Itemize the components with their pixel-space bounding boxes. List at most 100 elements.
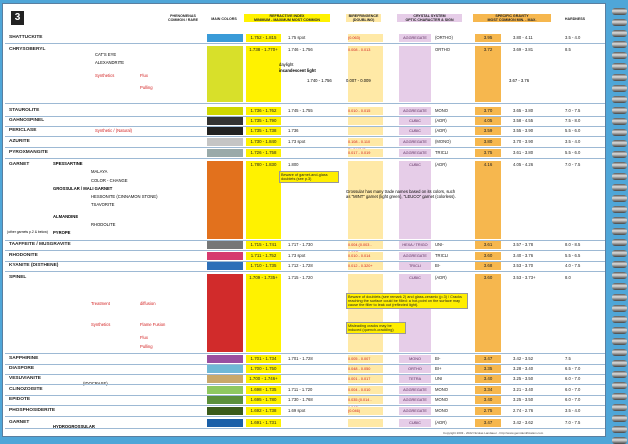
color-swatch [207,365,243,373]
crystal-system: CUBIC [399,274,431,352]
refractive-index: 1.709 - 1.735+ [246,274,281,352]
specific-gravity-range: 3.61 - 3.80 [513,150,534,155]
binding-ring [612,404,627,411]
header-specific-gravity: SPECIFIC GRAVITY MOST COMMON MIN. - MAX. [473,14,551,23]
optic-character: TRICLI [435,150,449,155]
optic-character: (ADR) [435,128,447,133]
color-swatch [207,149,243,157]
gem-row: PYROXMANGITE 1.726 - 1.758 0.017 - 0.019 AG… [5,149,605,157]
binding-ring [612,19,627,26]
gem-row: EPIDOTE 1.695 - 1.780 1.730 - 1.768 0.035 (… [5,396,605,410]
birefringence: 0.035 (0.014 - 0.040) [348,396,383,410]
gem-row: PHOSPHOSIDERITE 1.692 - 1.738 1.69 spot (0.… [5,407,605,415]
specific-gravity-range: 3.69 - 3.81 [513,47,534,52]
binding-ring [612,118,627,125]
gem-row: DIASPORE 1.700 - 1.750 0.048 - 0.050 ORTHO B… [5,365,605,373]
gem-name: DIASPORE [9,366,35,371]
row-divider [5,416,605,417]
crystal-system: AGGREGATE [399,149,431,157]
optic-character: ORTHO [435,47,451,52]
hardness: 5.5 - 6.0 [565,128,581,133]
rhodolite-label: RHODOLITE [91,222,116,227]
specific-gravity: 3.70 [475,107,501,115]
optic-character: MONO [435,397,449,402]
crystal-system: ORTHO [399,365,431,373]
grossular-label: GROSSULAR / MALI GARNET [53,186,113,191]
specific-gravity: 3.47 [475,419,501,427]
specific-gravity-range: 3.28 - 3.40 [513,366,534,371]
gem-row: KYANITE (DISTHENE) 1.710 - 1.735 1.712 - 1… [5,262,605,270]
optic-character: (ADR) [435,275,447,280]
cats-eye-label: CAT'S EYE [95,52,117,57]
birefringence: 0.017 - 0.019 [348,149,383,157]
birefringence [348,161,383,239]
birefringence [348,419,383,427]
row-divider [5,103,605,104]
specific-gravity: 4.05 [475,117,501,125]
specific-gravity: 3.68 [475,262,501,270]
gem-name: GARNET [9,420,30,425]
binding-ring [612,129,627,136]
gem-name: KYANITE (DISTHENE) [9,263,59,268]
optic-character: (ORTHO) [435,35,453,40]
specific-gravity: 3.95 [475,34,501,42]
birefringence: 0.008 - 0.013 [348,46,383,102]
color-swatch [207,375,243,383]
pyrope-label: PYROPE [53,230,71,235]
refractive-index: 1.698 - 1.735 [246,386,281,394]
birefringence [348,117,383,125]
gem-row: GAHNOSPINEL 1.735 - 1.790 CUBIC (ADR) 4.05 3.… [5,117,605,125]
synthetics-label: Synthetics [95,73,115,78]
optic-character: BI+ [435,366,442,371]
gem-name: GARNET [9,162,30,167]
gem-row: GARNET 1.691 - 1.731 CUBIC (ADR) 3.47 3.42 - … [5,419,605,427]
binding-ring [612,261,627,268]
hardness: 6.5 - 7.0 [565,366,581,371]
hardness: 7.0 - 7.5 [565,108,581,113]
refractive-index-common: 1.736 [288,128,299,133]
crystal-system: AGGREGATE [399,34,431,42]
binding-ring [612,30,627,37]
spinel-synthetics-label: Synthetics [91,322,111,327]
misleading-cracks-note: Misleading cracks may be induced (quench… [346,322,406,334]
binding-ring [612,415,627,422]
binding-ring [612,371,627,378]
binding-ring [612,8,627,15]
gem-name: SHATTUCKITE [9,35,43,40]
binding-ring [612,305,627,312]
spinel-flux-label: Flux [140,335,148,340]
binding-ring [612,283,627,290]
specific-gravity: 4.16 [475,161,501,239]
binding-ring [612,272,627,279]
hessonite-label: HESSONITE (CINNAMON STONE) [91,194,158,199]
incandescent-label: incandescent light [279,68,316,73]
binding-ring [612,63,627,70]
row-divider [5,116,605,117]
diffusion-label: diffusion [140,301,156,306]
crystal-system: CUBIC [399,117,431,125]
crystal-system: TETRA [399,375,431,383]
birefringence: (0.046) [348,407,383,415]
spiral-binding [608,0,628,444]
color-swatch [207,407,243,415]
almandine-label: ALMANDINE [53,214,79,219]
hardness: 5.5 - 6.5 [565,253,581,258]
hardness: 3.5 - 4.0 [565,139,581,144]
refractive-index: 1.700 - 1.750 [246,365,281,373]
gem-row: SPINEL 1.709 - 1.735+ 1.715 - 1.720 CUBIC (A… [5,274,605,352]
header-main-colors: MAIN COLORS [211,17,237,21]
binding-ring [612,162,627,169]
specific-gravity-range: 3.25 - 3.50 [513,397,534,402]
row-divider [5,374,605,375]
daylight-label: daylight [279,62,294,67]
binding-ring [612,294,627,301]
hardness: 5.5 - 6.0 [565,150,581,155]
row-divider [5,136,605,137]
refractive-index: 1.692 - 1.738 [246,407,281,415]
binding-ring [612,206,627,213]
periclase-synthetic-label: Synthetic / (Natural) [95,128,133,133]
hardness: 3.5 - 4.0 [565,35,581,40]
crystal-system: AGGREGATE [399,407,431,415]
optic-character: UNI [435,376,443,381]
hardness: 7.5 [565,356,571,361]
